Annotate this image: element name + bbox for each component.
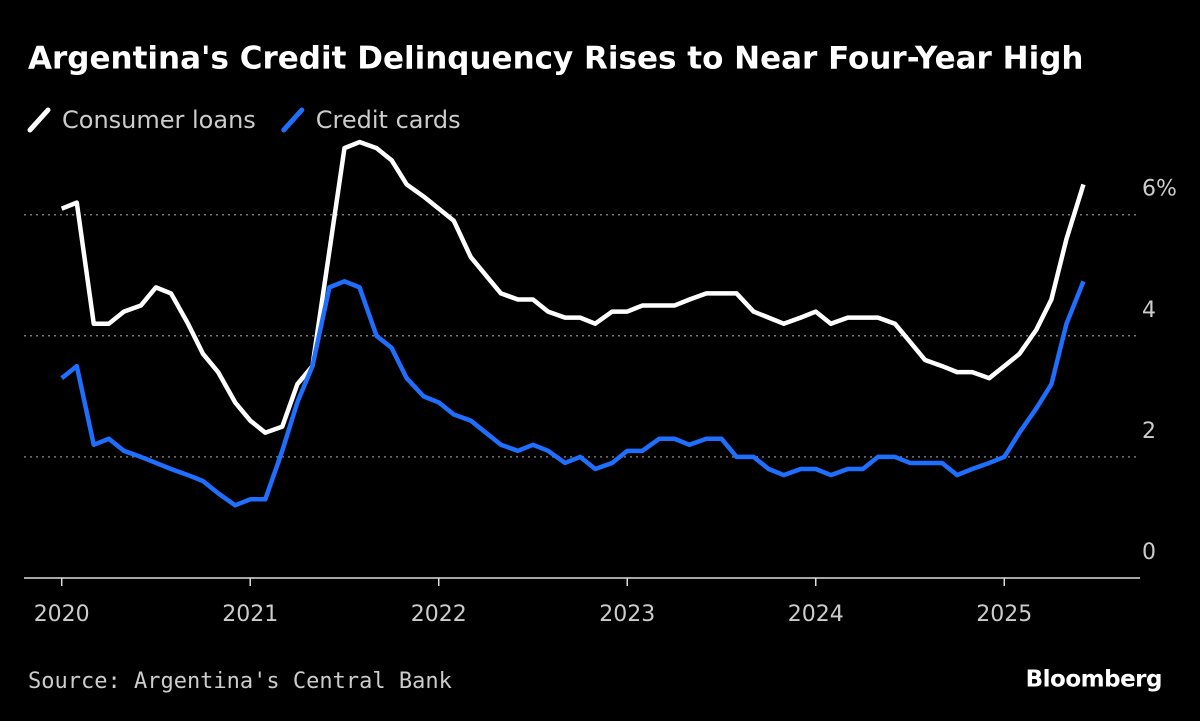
chart-title: Argentina's Credit Delinquency Rises to … bbox=[28, 41, 1083, 77]
legend-label: Consumer loans bbox=[62, 106, 256, 134]
y-tick-label: 2 bbox=[1142, 419, 1156, 444]
x-tick-label: 2025 bbox=[976, 602, 1032, 627]
legend-swatch bbox=[27, 107, 51, 133]
y-tick-label: 0 bbox=[1142, 540, 1156, 565]
source: Source: Argentina's Central Bank bbox=[28, 669, 452, 694]
y-tick-label: 4 bbox=[1142, 298, 1156, 323]
legend-label: Credit cards bbox=[316, 106, 461, 134]
x-tick-label: 2021 bbox=[222, 602, 278, 627]
series-line bbox=[60, 139, 1086, 435]
x-tick-label: 2020 bbox=[34, 602, 90, 627]
y-tick-label: 6% bbox=[1142, 177, 1177, 202]
x-tick-label: 2023 bbox=[599, 602, 655, 627]
brand: Bloomberg bbox=[1026, 667, 1162, 693]
x-tick-label: 2022 bbox=[411, 602, 467, 627]
legend-swatch bbox=[281, 107, 305, 133]
series-line bbox=[60, 279, 1086, 508]
x-tick-label: 2024 bbox=[788, 602, 844, 627]
